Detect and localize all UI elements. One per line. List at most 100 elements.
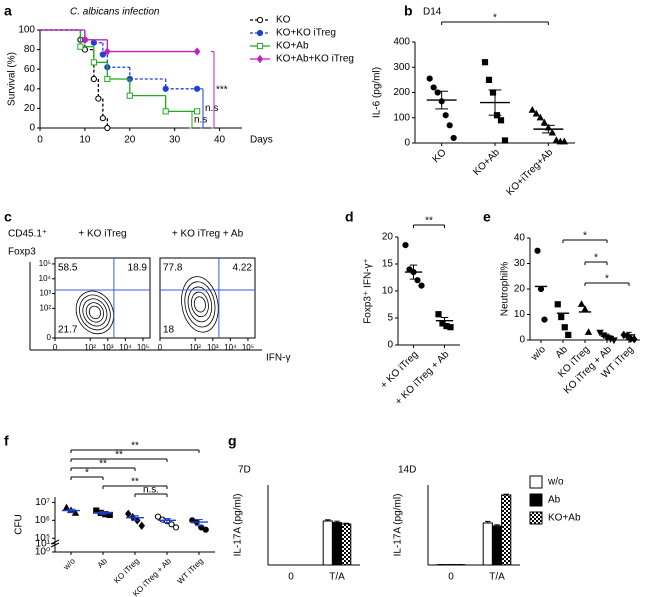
- significance-label: *: [605, 274, 609, 285]
- x-tick-label: 0: [158, 343, 163, 352]
- marker: [104, 75, 111, 83]
- y-tick-label: 100: [18, 25, 35, 36]
- marker: [446, 122, 453, 129]
- marker: [90, 39, 97, 46]
- x-tick-label: WT iTreg: [176, 557, 205, 586]
- marker: [450, 134, 457, 142]
- y-axis-label: IL-17A (pg/ml): [233, 494, 244, 557]
- y-tick-label: 80: [24, 44, 36, 55]
- marker: [552, 136, 561, 144]
- y-tick-label: 5: [387, 313, 393, 324]
- marker: [442, 112, 449, 119]
- marker: [536, 113, 545, 121]
- contour: [187, 286, 213, 323]
- x-tick-label: KO: [431, 147, 449, 165]
- panel-label: f: [4, 433, 9, 449]
- x-tick-label: w/o: [528, 344, 548, 364]
- x-axis-label: IFN-γ: [266, 353, 290, 364]
- significance-label: *: [594, 253, 598, 264]
- marker: [256, 29, 264, 37]
- marker: [528, 106, 537, 113]
- y-tick-label: 0: [404, 138, 410, 149]
- y-tick-label: 400: [393, 37, 410, 48]
- gate-label: CD45.1⁺: [8, 229, 47, 240]
- bar: [491, 525, 503, 566]
- y-axis-label: Foxp3: [8, 247, 36, 258]
- marker: [537, 285, 545, 293]
- significance-label: n.s: [194, 114, 207, 125]
- significance-label: **: [99, 459, 107, 470]
- x-tick-label: 10⁵: [137, 343, 149, 352]
- y-tick-label: 10¹: [36, 538, 51, 549]
- panel-label: c: [4, 209, 12, 225]
- marker: [577, 300, 586, 307]
- x-axis-label: Days: [250, 135, 273, 146]
- marker: [194, 85, 201, 92]
- x-tick-label: Ab: [554, 344, 571, 361]
- y-tick-label: 0: [29, 123, 35, 134]
- marker: [99, 51, 106, 58]
- y-tick-label: 10⁰: [35, 547, 50, 558]
- y-tick-label: 10: [382, 286, 394, 297]
- y-axis-label: Neutrophil%: [500, 262, 511, 317]
- marker: [447, 324, 454, 331]
- legend-swatch: [529, 511, 543, 525]
- marker: [256, 42, 264, 50]
- significance-label: **: [131, 441, 139, 452]
- marker: [434, 89, 441, 96]
- contour: [79, 294, 111, 331]
- y-tick-label: 0: [47, 333, 52, 342]
- y-tick-label: 60: [24, 64, 36, 75]
- flow-plot-frame: [54, 257, 151, 339]
- bar: [331, 522, 343, 566]
- marker: [610, 337, 618, 345]
- x-tick-label: 10²: [84, 343, 96, 352]
- marker: [581, 305, 589, 312]
- x-tick-label: 10⁵: [242, 343, 254, 352]
- x-tick-label: 10³: [207, 343, 219, 352]
- contour: [181, 276, 219, 333]
- marker: [194, 108, 201, 115]
- significance-label: **: [115, 450, 123, 461]
- panel-label: g: [228, 433, 237, 449]
- chart-title: C. albicans infection: [70, 7, 160, 18]
- marker: [414, 277, 421, 284]
- chart-subtitle: D14: [423, 7, 442, 18]
- marker: [95, 95, 102, 102]
- y-axis-label: Survival (%): [7, 52, 18, 106]
- y-tick-label: 10²: [39, 303, 51, 312]
- bar: [341, 523, 352, 566]
- x-tick-label: 0: [37, 135, 43, 146]
- marker: [256, 54, 264, 64]
- quadrant-value: 4.22: [233, 263, 253, 274]
- marker: [558, 313, 565, 321]
- y-tick-label: 0: [519, 335, 525, 346]
- y-axis-label: Foxp3⁺ IFN-γ⁺: [363, 258, 374, 324]
- legend-label: KO+Ab: [548, 513, 581, 524]
- significance-label: *: [493, 13, 497, 24]
- quadrant-value: 18.9: [128, 263, 148, 274]
- panel-label: e: [483, 209, 491, 225]
- y-tick-label: 10: [514, 309, 526, 320]
- x-tick-label: w/o: [61, 556, 77, 572]
- marker: [565, 331, 572, 338]
- y-axis-label: IL-6 (pg/ml): [372, 67, 383, 118]
- marker: [501, 137, 509, 144]
- x-tick-label: + KO iTreg + Ab: [393, 349, 452, 408]
- marker: [540, 118, 549, 126]
- marker: [256, 16, 264, 24]
- y-tick-label: 15: [382, 259, 394, 270]
- y-tick-label: 10⁶: [35, 515, 50, 526]
- marker: [541, 316, 548, 323]
- x-tick-label: KO+iTreg+Ab: [505, 147, 556, 198]
- chart-subtitle: 7D: [238, 465, 251, 476]
- marker: [90, 59, 97, 66]
- marker: [561, 324, 568, 331]
- contour: [88, 305, 101, 320]
- contour: [75, 290, 115, 335]
- axis-break: [50, 539, 60, 545]
- y-tick-label: 10³: [39, 289, 51, 298]
- legend-label: w/o: [547, 477, 564, 488]
- quadrant-value: 21.7: [58, 325, 78, 336]
